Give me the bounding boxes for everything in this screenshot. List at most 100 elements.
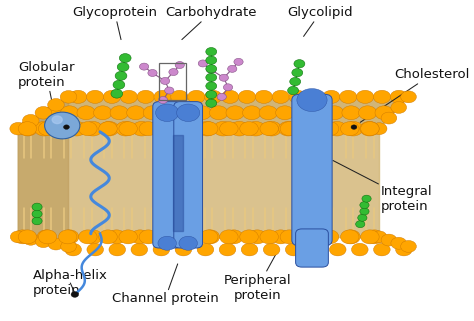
Circle shape [280, 230, 299, 244]
Circle shape [371, 123, 387, 134]
Circle shape [223, 84, 233, 91]
Circle shape [110, 106, 128, 120]
Circle shape [51, 121, 70, 136]
Circle shape [206, 99, 217, 107]
Circle shape [70, 90, 87, 103]
Circle shape [294, 60, 305, 68]
Circle shape [306, 90, 323, 103]
Circle shape [206, 56, 217, 65]
Circle shape [234, 58, 243, 65]
Circle shape [381, 234, 397, 246]
Circle shape [329, 243, 346, 256]
Circle shape [358, 214, 367, 221]
Circle shape [119, 54, 131, 63]
Circle shape [115, 71, 127, 80]
Circle shape [154, 90, 171, 103]
Circle shape [193, 106, 211, 120]
Circle shape [22, 114, 39, 127]
Circle shape [340, 122, 359, 136]
Circle shape [396, 243, 412, 256]
Polygon shape [18, 129, 379, 237]
Circle shape [246, 121, 265, 136]
Circle shape [309, 106, 327, 120]
Circle shape [240, 122, 258, 136]
Circle shape [35, 107, 52, 119]
Circle shape [358, 106, 377, 120]
Text: Glycoprotein: Glycoprotein [72, 6, 157, 39]
Circle shape [371, 231, 387, 243]
Circle shape [159, 230, 178, 244]
Circle shape [360, 202, 369, 209]
Circle shape [87, 243, 103, 256]
Circle shape [60, 106, 79, 120]
Circle shape [342, 106, 360, 120]
Text: Peripheral
protein: Peripheral protein [224, 250, 291, 302]
Circle shape [58, 230, 77, 244]
Text: Glycolipid: Glycolipid [288, 6, 353, 36]
Circle shape [171, 90, 188, 103]
Circle shape [240, 230, 258, 244]
Circle shape [158, 236, 176, 250]
Circle shape [179, 230, 198, 244]
Circle shape [18, 230, 36, 244]
Circle shape [158, 97, 168, 104]
Text: Carbohydrate: Carbohydrate [165, 6, 257, 39]
Circle shape [360, 121, 379, 136]
Circle shape [260, 230, 278, 244]
Circle shape [351, 125, 357, 129]
Circle shape [18, 122, 36, 136]
Bar [159, 64, 186, 100]
Circle shape [323, 90, 340, 103]
Circle shape [340, 230, 359, 244]
Circle shape [67, 121, 86, 136]
Circle shape [148, 121, 168, 136]
Circle shape [61, 230, 79, 244]
Circle shape [197, 243, 214, 256]
Circle shape [177, 104, 200, 122]
Circle shape [255, 90, 273, 103]
Text: Integral
protein: Integral protein [333, 160, 433, 213]
Circle shape [320, 122, 339, 136]
Circle shape [10, 122, 27, 135]
Circle shape [226, 106, 244, 120]
Circle shape [206, 65, 217, 73]
Circle shape [84, 230, 102, 244]
Circle shape [169, 69, 178, 75]
Circle shape [295, 121, 314, 136]
Circle shape [64, 125, 69, 129]
Circle shape [36, 236, 51, 247]
Circle shape [176, 106, 195, 120]
Circle shape [344, 121, 363, 136]
Circle shape [300, 122, 319, 136]
Circle shape [219, 230, 238, 244]
Circle shape [374, 90, 391, 103]
Circle shape [99, 122, 117, 136]
Text: Globular
protein: Globular protein [18, 61, 75, 111]
Circle shape [77, 106, 95, 120]
Circle shape [300, 230, 319, 244]
Circle shape [263, 243, 280, 256]
Circle shape [290, 77, 301, 86]
Circle shape [143, 106, 162, 120]
Circle shape [160, 106, 178, 120]
Circle shape [179, 122, 198, 136]
Circle shape [206, 73, 217, 82]
Circle shape [83, 121, 102, 136]
Circle shape [154, 230, 173, 244]
Circle shape [48, 99, 64, 111]
Circle shape [206, 48, 217, 56]
Circle shape [119, 230, 137, 244]
Circle shape [100, 121, 119, 136]
FancyBboxPatch shape [296, 229, 328, 267]
Circle shape [58, 122, 77, 136]
Circle shape [32, 203, 42, 211]
Circle shape [308, 243, 324, 256]
Circle shape [219, 74, 228, 81]
Circle shape [71, 291, 79, 297]
Circle shape [65, 243, 82, 256]
Circle shape [179, 236, 197, 250]
Circle shape [161, 77, 170, 84]
Circle shape [325, 106, 344, 120]
Circle shape [381, 112, 397, 124]
Circle shape [362, 195, 371, 202]
